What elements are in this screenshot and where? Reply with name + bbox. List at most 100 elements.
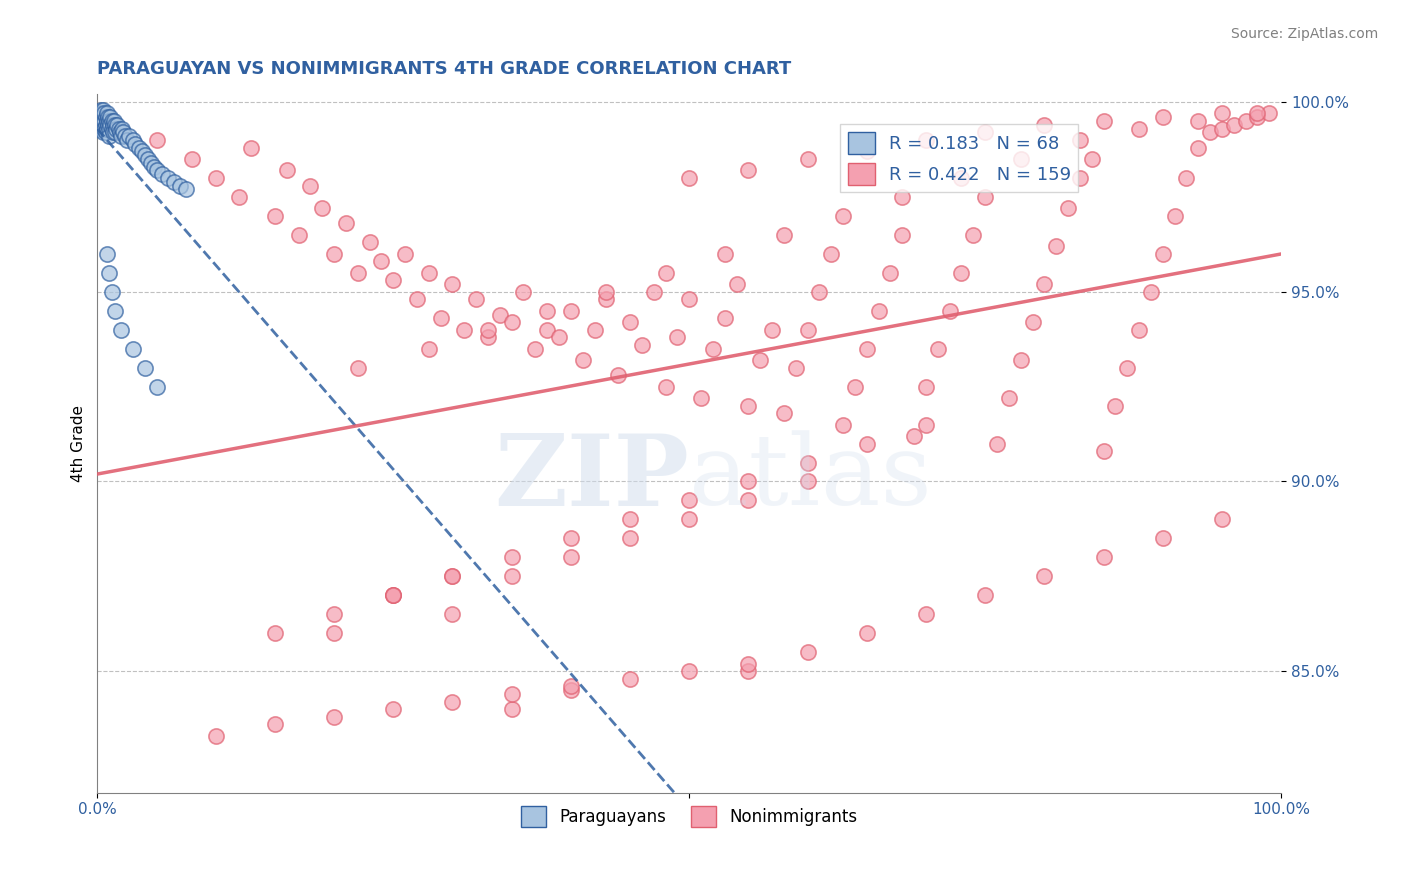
Point xyxy=(654,266,676,280)
Point xyxy=(382,588,405,602)
Point xyxy=(713,247,735,261)
Point xyxy=(501,687,523,701)
Point xyxy=(595,293,617,307)
Point xyxy=(145,379,167,393)
Point xyxy=(134,360,156,375)
Point xyxy=(927,342,949,356)
Point xyxy=(264,209,287,223)
Point xyxy=(560,532,582,546)
Point xyxy=(152,167,174,181)
Point xyxy=(111,121,134,136)
Point xyxy=(370,254,392,268)
Point xyxy=(619,512,641,526)
Point xyxy=(1163,209,1185,223)
Point xyxy=(418,266,440,280)
Point xyxy=(796,152,818,166)
Point xyxy=(121,342,143,356)
Point xyxy=(110,129,132,144)
Point xyxy=(98,114,121,128)
Point xyxy=(1033,118,1056,132)
Point xyxy=(97,118,120,132)
Point xyxy=(1080,152,1102,166)
Point xyxy=(595,285,617,299)
Point xyxy=(855,626,877,640)
Point xyxy=(832,417,855,432)
Text: PARAGUAYAN VS NONIMMIGRANTS 4TH GRADE CORRELATION CHART: PARAGUAYAN VS NONIMMIGRANTS 4TH GRADE CO… xyxy=(97,60,792,78)
Point xyxy=(93,106,115,120)
Point xyxy=(1092,114,1115,128)
Point xyxy=(91,103,114,117)
Point xyxy=(702,342,724,356)
Point xyxy=(690,391,713,405)
Point xyxy=(346,360,368,375)
Point xyxy=(107,121,129,136)
Point xyxy=(323,710,346,724)
Point xyxy=(1069,170,1091,185)
Point xyxy=(323,247,346,261)
Point xyxy=(855,342,877,356)
Point xyxy=(104,125,127,139)
Point xyxy=(773,406,796,420)
Point xyxy=(100,118,122,132)
Point xyxy=(465,293,488,307)
Point xyxy=(157,170,180,185)
Point xyxy=(287,227,309,242)
Point xyxy=(1092,550,1115,565)
Point xyxy=(654,379,676,393)
Point xyxy=(1092,444,1115,458)
Point xyxy=(91,125,114,139)
Point xyxy=(678,293,700,307)
Point xyxy=(938,303,960,318)
Point xyxy=(406,293,429,307)
Point xyxy=(163,175,186,189)
Point xyxy=(796,323,818,337)
Point xyxy=(1258,106,1281,120)
Point xyxy=(1010,353,1032,368)
Point xyxy=(143,160,166,174)
Point xyxy=(524,342,547,356)
Point xyxy=(91,121,114,136)
Point xyxy=(94,110,117,124)
Point xyxy=(93,114,115,128)
Point xyxy=(181,152,204,166)
Point xyxy=(169,178,191,193)
Point xyxy=(950,170,973,185)
Point xyxy=(441,277,464,292)
Point xyxy=(737,657,759,671)
Point xyxy=(903,429,925,443)
Point xyxy=(90,118,112,132)
Point xyxy=(986,436,1008,450)
Point xyxy=(96,247,118,261)
Point xyxy=(136,152,159,166)
Point xyxy=(1069,133,1091,147)
Point xyxy=(115,133,138,147)
Point xyxy=(110,323,132,337)
Point xyxy=(90,110,112,124)
Point xyxy=(1222,118,1244,132)
Point xyxy=(131,145,153,159)
Point xyxy=(441,569,464,583)
Point xyxy=(93,121,115,136)
Point xyxy=(1246,106,1268,120)
Point xyxy=(429,311,451,326)
Point xyxy=(91,118,114,132)
Point xyxy=(737,664,759,678)
Point xyxy=(112,125,135,139)
Point xyxy=(915,133,938,147)
Point xyxy=(1116,360,1139,375)
Point xyxy=(915,417,938,432)
Point xyxy=(311,201,333,215)
Point xyxy=(820,247,842,261)
Point xyxy=(1246,110,1268,124)
Point xyxy=(643,285,665,299)
Point xyxy=(1140,285,1163,299)
Point xyxy=(1187,114,1209,128)
Point xyxy=(808,285,831,299)
Point xyxy=(1152,532,1174,546)
Point xyxy=(441,569,464,583)
Point xyxy=(96,114,118,128)
Point xyxy=(737,163,759,178)
Point xyxy=(98,266,121,280)
Point xyxy=(89,121,111,136)
Point xyxy=(725,277,748,292)
